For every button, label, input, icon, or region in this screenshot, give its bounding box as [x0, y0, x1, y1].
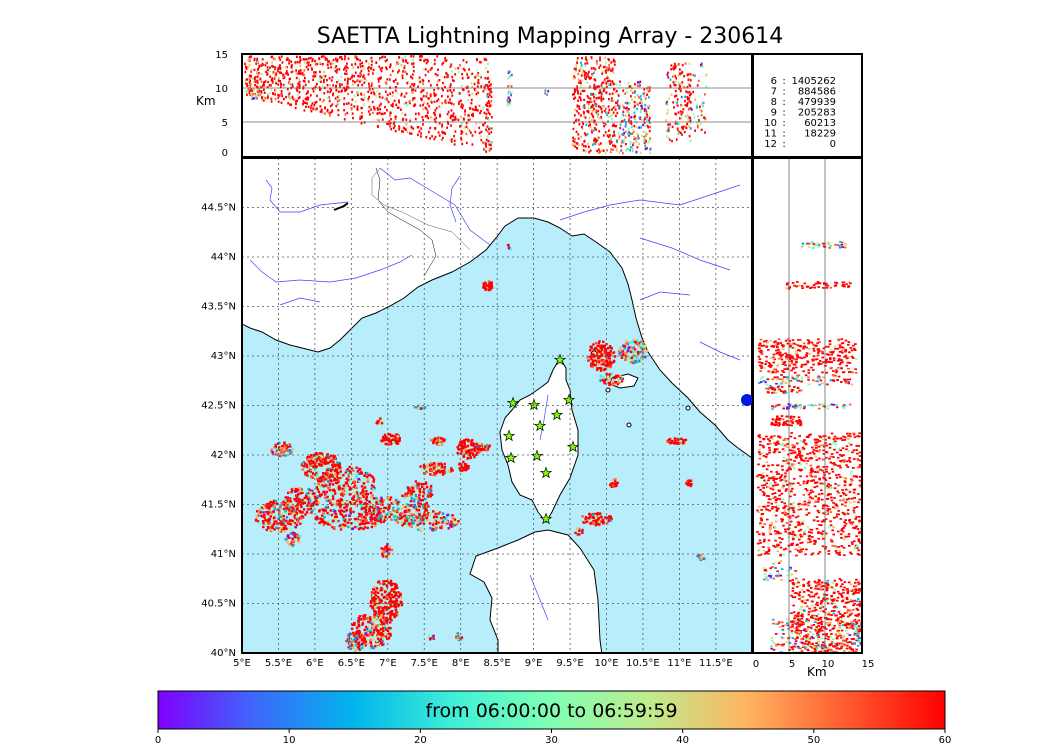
stats-separator: :: [782, 129, 785, 140]
stats-level: 12: [764, 139, 777, 150]
lat-tick-label: 41.5°N: [201, 500, 236, 511]
stats-separator: :: [782, 87, 785, 98]
lon-tick-label: 8.5°E: [484, 658, 511, 669]
lon-tick-label: 5°E: [233, 658, 251, 669]
lma-station-star: [539, 512, 553, 525]
lon-tick-label: 10°E: [594, 658, 618, 669]
colorbar-tick: 30: [545, 735, 558, 746]
stats-count: 0: [830, 139, 836, 150]
lon-tick-label: 6°E: [306, 658, 324, 669]
lat-tick-label: 42°N: [211, 450, 236, 461]
lma-station-star: [553, 353, 567, 366]
lma-station-star: [504, 451, 518, 464]
lat-tick-label: 41°N: [211, 549, 236, 560]
stats-count: 18229: [804, 129, 836, 140]
lon-tick-label: 11°E: [667, 658, 691, 669]
lma-station-star: [533, 419, 547, 432]
lon-tick-label: 11.5°E: [699, 658, 733, 669]
lightning-sources: [254, 243, 707, 653]
map-panel: [241, 157, 753, 654]
side-tick-label: 0: [753, 659, 759, 670]
altitude-time-panel: [241, 53, 753, 158]
alt-tick-label: 0: [222, 148, 228, 159]
lon-tick-label: 7.5°E: [411, 658, 438, 669]
stats-level: 6: [771, 76, 777, 87]
alt-tick-label: 15: [215, 50, 228, 61]
lma-station-star: [539, 466, 553, 479]
lake: [333, 202, 349, 211]
mainland: [242, 158, 752, 459]
colorbar-tick: 0: [155, 735, 161, 746]
colorbar-gradient: [157, 690, 946, 730]
stats-count: 884586: [798, 87, 836, 98]
lma-station-star: [550, 408, 564, 421]
colorbar-label: from 06:00:00 to 06:59:59: [425, 700, 678, 722]
longitude-tick-labels: 5°E 5.5°E 6°E 6.5°E 7°E 7.5°E 8°E 8.5°E 9°E 9.5°E…: [233, 658, 732, 669]
region-border: [371, 167, 471, 251]
stats-level: 7: [771, 87, 777, 98]
stats-separator: :: [782, 118, 785, 129]
corsica-island: [499, 357, 579, 523]
lon-tick-label: 8°E: [452, 658, 470, 669]
stats-level: 11: [764, 129, 777, 140]
colorbar-tick: 60: [939, 735, 952, 746]
lon-tick-label: 6.5°E: [338, 658, 365, 669]
side-marker: [741, 394, 753, 406]
altitude-latitude-panel: [741, 157, 863, 654]
lma-station-star: [562, 393, 576, 406]
lat-tick-label: 44°N: [211, 252, 236, 263]
side-axis-label: Km: [807, 665, 827, 679]
side-tick-label: 5: [789, 659, 795, 670]
lat-tick-label: 43°N: [211, 351, 236, 362]
lon-tick-label: 10.5°E: [626, 658, 660, 669]
stats-count: 1405262: [791, 76, 836, 87]
stats-separator: :: [782, 139, 785, 150]
stats-count: 479939: [798, 97, 836, 108]
latitude-tick-labels: 44.5°N 44°N 43.5°N 43°N 42.5°N 42°N 41.5°N 41°N…: [201, 203, 236, 660]
side-tick-label: 15: [862, 659, 875, 670]
lat-tick-label: 44.5°N: [201, 203, 236, 214]
lma-stations: [502, 353, 580, 525]
stats-separator: :: [782, 76, 785, 87]
alt-tick-label: 10: [215, 84, 228, 95]
altitude-axis-label: Km: [196, 94, 216, 108]
stats-count: 60213: [804, 118, 836, 129]
stats-count: 205283: [798, 108, 836, 119]
lma-station-star: [530, 449, 544, 462]
stats-level: 10: [764, 118, 777, 129]
lat-tick-label: 40.5°N: [201, 599, 236, 610]
stats-level: 9: [771, 108, 777, 119]
sardinia-island: [469, 529, 603, 653]
lat-tick-label: 40°N: [211, 648, 236, 659]
lat-tick-label: 42.5°N: [201, 401, 236, 412]
altitude-tick-labels: 0 5 10 15: [215, 50, 228, 159]
colorbar-tick: 10: [283, 735, 296, 746]
colorbar-tick: 40: [676, 735, 689, 746]
rivers: [249, 167, 741, 621]
lon-tick-label: 7°E: [379, 658, 397, 669]
stats-separator: :: [782, 108, 785, 119]
border-line: [375, 167, 437, 277]
alt-tick-label: 5: [222, 118, 228, 129]
map-gridlines: [242, 158, 752, 653]
colorbar-tick: 50: [807, 735, 820, 746]
side-km-tick-labels: 0 5 10 15: [753, 659, 875, 670]
lon-tick-label: 5.5°E: [265, 658, 292, 669]
stats-panel: 6:14052627:8845868:4799399:20528310:6021…: [752, 53, 863, 158]
lat-tick-label: 43.5°N: [201, 302, 236, 313]
lma-station-star: [502, 429, 516, 442]
lma-station-star: [527, 398, 541, 411]
pianosa-island: [605, 387, 611, 393]
colorbar: 0 10 20 30 40 50 60: [155, 690, 952, 746]
giglio-island: [685, 405, 691, 411]
lon-tick-label: 9°E: [525, 658, 543, 669]
colorbar-tick: 20: [414, 735, 427, 746]
lma-station-star: [566, 440, 580, 453]
figure-title: SAETTA Lightning Mapping Array - 230614: [316, 24, 784, 49]
stats-level: 8: [771, 97, 777, 108]
stats-separator: :: [782, 97, 785, 108]
montecristo-island: [626, 422, 632, 428]
lon-tick-label: 9.5°E: [556, 658, 583, 669]
side-tick-label: 10: [822, 659, 835, 670]
